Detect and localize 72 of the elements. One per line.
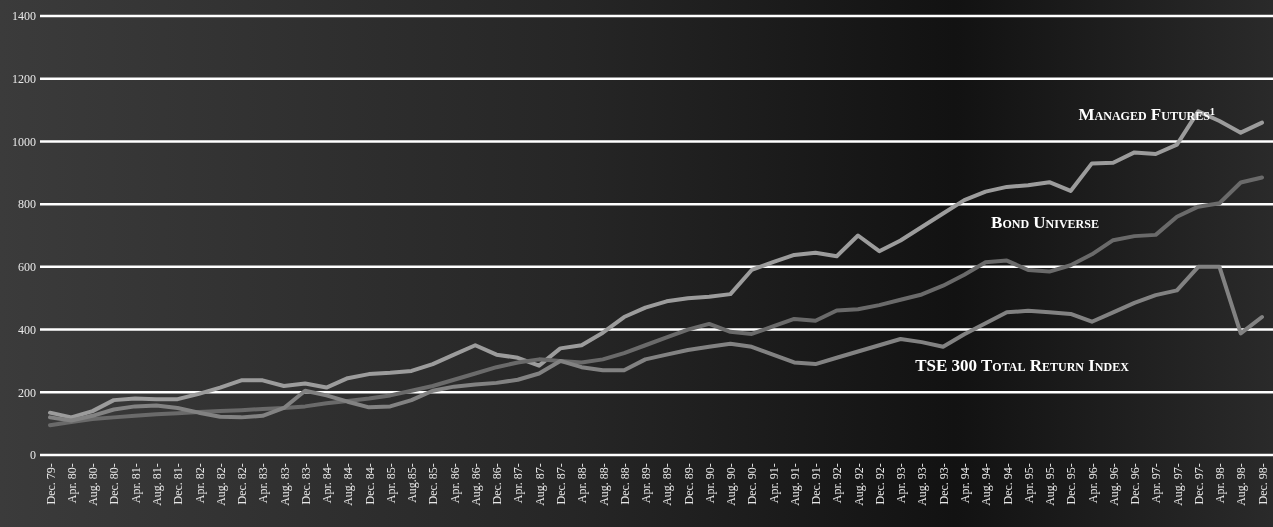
x-tick-label: Aug. 92- [851,463,866,506]
series-label: Bond Universe [991,213,1099,232]
x-tick-label: Apr. 89- [639,463,654,504]
x-tick-label: Dec. 95- [1064,463,1079,505]
x-tick-label: Dec. 80- [107,463,122,505]
series-label: Managed Futures¹ [1078,105,1215,124]
x-tick-label: Aug. 95- [1043,463,1058,506]
x-tick-label: Apr. 93- [894,463,909,504]
x-tick-label: Apr. 96- [1085,463,1100,504]
x-tick-label: Apr. 87- [511,463,526,504]
x-tick-label: Apr. 95- [1021,463,1036,504]
y-tick-label: 0 [30,448,36,463]
x-tick-label: Apr. 92- [830,463,845,504]
x-tick-label: Aug. 88- [596,463,611,506]
series-label: TSE 300 Total Return Index [915,356,1130,375]
x-tick-label: Apr. 82- [192,463,207,504]
x-tick-label: Apr. 86- [447,463,462,504]
x-tick-label: Aug. 97- [1170,463,1185,506]
x-tick-label: Aug. 93- [915,463,930,506]
x-tick-label: Aug. 83- [277,463,292,506]
x-tick-label: Aug. 86- [468,463,483,506]
x-tick-label: Aug. 82- [213,463,228,506]
x-tick-label: Apr. 83- [256,463,271,504]
x-tick-label: Aug. 98- [1234,463,1249,506]
y-tick-label: 800 [18,197,36,212]
y-tick-label: 600 [18,260,36,275]
x-tick-label: Apr. 84- [320,463,335,504]
x-tick-label: Dec. 86- [490,463,505,505]
x-tick-label: Apr. 81- [128,463,143,504]
x-tick-label: Dec. 88- [617,463,632,505]
x-tick-label: Dec. 98- [1255,463,1270,505]
line-series [48,175,1264,428]
x-tick-label: Apr. 85- [383,463,398,504]
x-tick-label: Apr. 80- [64,463,79,504]
y-tick-label: 200 [18,385,36,400]
x-tick-label: Aug. 91- [787,463,802,506]
x-tick-label: Dec. 97- [1191,463,1206,505]
y-tick-label: 1400 [12,9,36,24]
x-tick-label: Dec. 94- [1000,463,1015,505]
x-tick-label: Aug. 96- [1106,463,1121,506]
line-series [48,109,1264,420]
x-tick-label: Dec. 87- [554,463,569,505]
x-tick-label: Aug. 84- [341,463,356,506]
x-tick-label: Dec. 96- [1128,463,1143,505]
x-tick-label: Apr. 94- [958,463,973,504]
x-tick-label: Aug. 87- [532,463,547,506]
y-tick-label: 1000 [12,134,36,149]
x-tick-label: Apr. 98- [1213,463,1228,504]
x-tick-label: Dec. 93- [936,463,951,505]
y-tick-label: 400 [18,322,36,337]
x-tick-label: Dec. 90- [745,463,760,505]
x-tick-label: Aug. 94- [979,463,994,506]
x-tick-label: Aug.85- [405,463,420,503]
x-tick-label: Dec. 83- [298,463,313,505]
x-tick-label: Dec. 84- [362,463,377,505]
x-tick-label: Dec. 92- [872,463,887,505]
x-tick-label: Dec. 89- [681,463,696,505]
x-tick-label: Dec. 85- [426,463,441,505]
x-tick-label: Aug. 90- [724,463,739,506]
x-tick-label: Aug. 81- [150,463,165,506]
x-tick-label: Apr. 91- [766,463,781,504]
x-tick-label: Dec. 91- [809,463,824,505]
x-tick-label: Dec. 82- [235,463,250,505]
x-tick-label: Apr. 88- [575,463,590,504]
x-tick-label: Apr. 90- [702,463,717,504]
y-tick-label: 1200 [12,72,36,87]
x-tick-label: Dec. 79- [43,463,58,505]
x-tick-label: Dec. 81- [171,463,186,505]
x-tick-label: Aug. 89- [660,463,675,506]
line-series [48,264,1264,423]
x-tick-label: Apr. 97- [1149,463,1164,504]
x-tick-label: Aug. 80- [86,463,101,506]
